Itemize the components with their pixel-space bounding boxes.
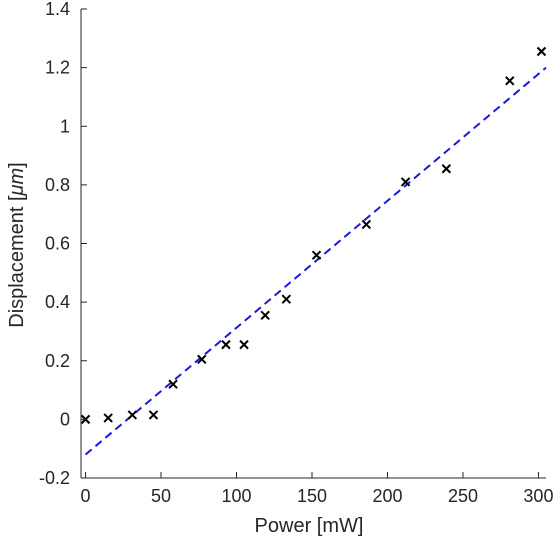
- x-tick-label: 100: [221, 486, 251, 506]
- data-point: [361, 219, 372, 230]
- y-axis-label: Displacement [μm]: [6, 162, 28, 327]
- data-point-stroke: [536, 46, 547, 57]
- y-tick-label: 1: [60, 116, 70, 136]
- y-tick-label: 1.4: [45, 0, 70, 19]
- x-tick-label: 300: [523, 486, 553, 506]
- y-tick-label: 0.4: [45, 292, 70, 312]
- data-point: [239, 339, 249, 350]
- x-tick-label: 250: [448, 486, 478, 506]
- x-axis-label: Power [mW]: [255, 515, 364, 537]
- data-point-stroke: [239, 339, 249, 350]
- data-point: [311, 250, 322, 260]
- data-point-stroke: [127, 410, 138, 420]
- y-tick-label: 0.2: [45, 351, 70, 371]
- fit-line-layer: [84, 66, 547, 456]
- axes: -0.2 0 0.2 0.4 0.6 0.8 1 1.2 1.4 0 50 100 150 200 250 3…: [39, 0, 554, 506]
- data-point: [127, 410, 138, 420]
- x-tick-label: 50: [151, 486, 171, 506]
- data-point-stroke: [197, 354, 207, 364]
- x-tick-label: 200: [372, 486, 402, 506]
- data-point: [260, 310, 270, 321]
- data-markers-layer: [80, 46, 547, 425]
- data-point-stroke: [441, 164, 452, 174]
- data-point-stroke: [221, 339, 231, 350]
- data-point-stroke: [103, 413, 113, 423]
- y-tick-label: 0: [60, 409, 70, 429]
- y-tick-label: 0.8: [45, 175, 70, 195]
- data-point-stroke: [168, 379, 178, 389]
- data-point: [168, 379, 178, 389]
- y-axis-label-suffix: ]: [6, 162, 28, 168]
- data-point: [281, 294, 292, 304]
- data-point: [103, 413, 113, 423]
- data-point: [536, 46, 547, 57]
- data-point: [505, 76, 515, 86]
- data-point: [197, 354, 207, 364]
- data-point: [221, 339, 231, 350]
- data-point-stroke: [148, 410, 159, 420]
- data-point-stroke: [505, 76, 515, 86]
- y-tick-label: 0.6: [45, 234, 70, 254]
- fit-line: [84, 66, 547, 456]
- y-axis-label-unit: μm: [6, 168, 28, 197]
- y-tick-label: 1.2: [45, 58, 70, 78]
- y-tick-label: -0.2: [39, 468, 70, 488]
- data-point: [400, 177, 411, 187]
- data-point: [148, 410, 159, 420]
- x-tick-label: 150: [297, 486, 327, 506]
- y-axis-label-prefix: Displacement [: [6, 195, 28, 328]
- data-point-stroke: [260, 310, 270, 321]
- x-tick-label: 0: [81, 486, 91, 506]
- data-point-stroke: [311, 250, 322, 260]
- data-point: [441, 164, 452, 174]
- data-point-stroke: [361, 219, 372, 230]
- data-point-stroke: [281, 294, 292, 304]
- data-point-stroke: [400, 177, 411, 187]
